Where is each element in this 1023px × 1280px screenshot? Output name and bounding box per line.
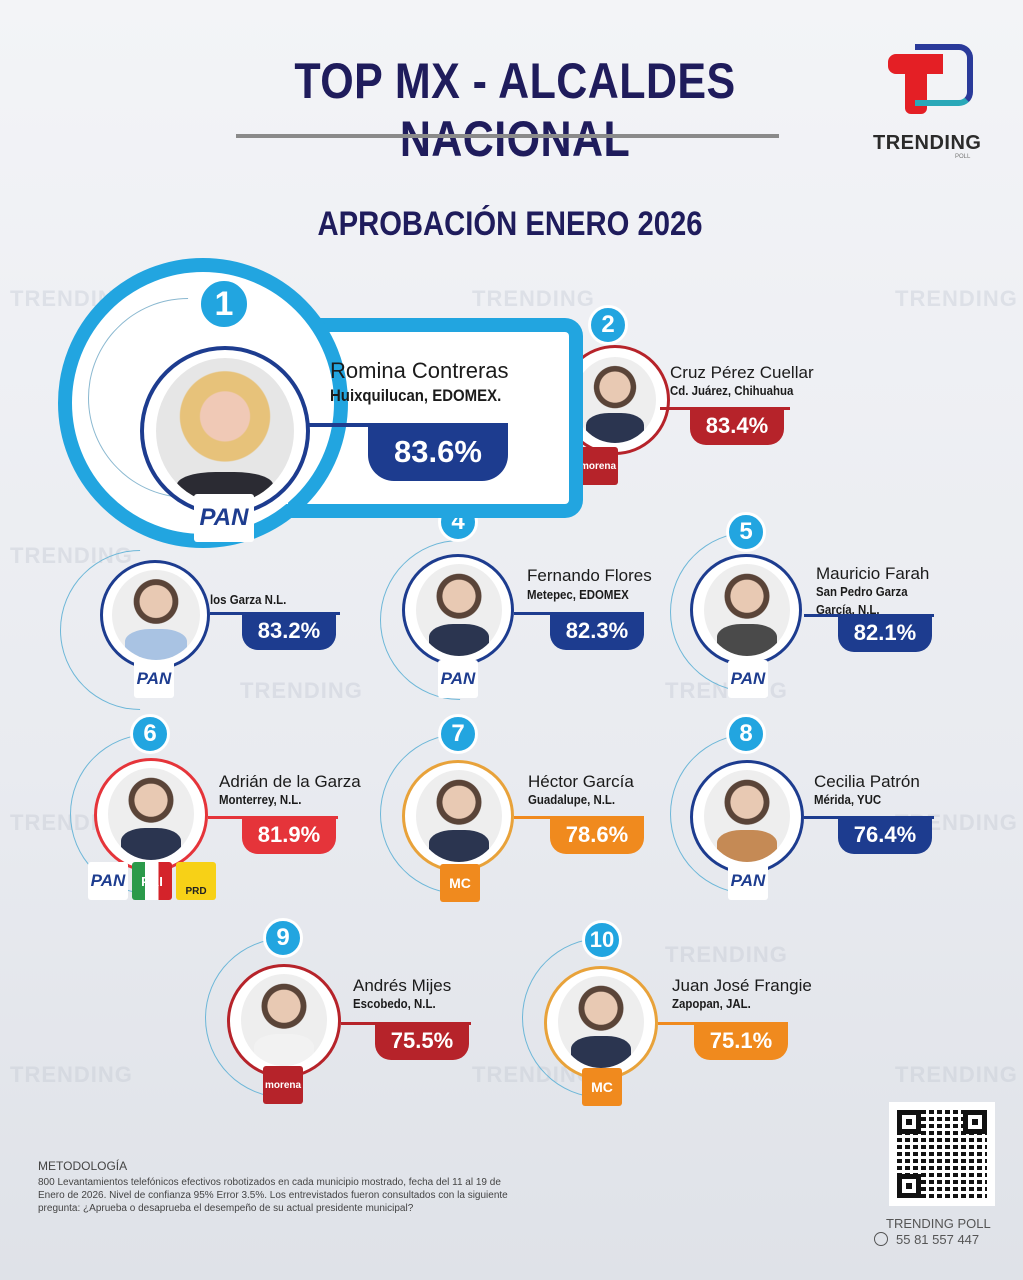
- footer-phone: 55 81 557 447: [874, 1232, 979, 1247]
- candidate-name: Cecilia Patrón: [814, 772, 920, 791]
- approval-badge: 78.6%: [550, 816, 644, 854]
- candidate-location: Metepec, EDOMEX: [527, 587, 629, 602]
- party-logo-pan: PAN: [728, 862, 768, 900]
- candidate-photo: [704, 564, 790, 656]
- approval-badge: 82.3%: [550, 612, 644, 650]
- candidate-name: Juan José Frangie: [672, 976, 812, 995]
- watermark: TRENDING: [895, 286, 1018, 311]
- candidate-name: Cruz Pérez Cuellar: [670, 363, 814, 382]
- approval-badge: 81.9%: [242, 816, 336, 854]
- rank-badge: 10: [582, 920, 622, 960]
- candidate-photo: [558, 976, 644, 1068]
- candidate-location-line2: García, N.L.: [816, 602, 880, 617]
- watermark: TRENDING: [895, 1062, 1018, 1087]
- qr-code[interactable]: [889, 1102, 995, 1206]
- candidate-location: Zapopan, JAL.: [672, 996, 751, 1011]
- candidate-photo: [112, 570, 200, 660]
- party-logo-morena: morena: [263, 1066, 303, 1104]
- candidate-name: Fernando Flores: [527, 566, 652, 585]
- candidate-name: Adrián de la Garza: [219, 772, 361, 791]
- candidate-photo: [416, 770, 502, 862]
- approval-badge: 83.6%: [368, 423, 508, 481]
- watermark: TRENDING: [665, 942, 788, 967]
- candidate-name: Mauricio Farah: [816, 564, 930, 583]
- party-logo-pan: PAN: [194, 494, 254, 542]
- logo-text: TRENDING: [873, 132, 982, 154]
- phone-number: 55 81 557 447: [896, 1232, 980, 1247]
- party-logo-pan: PAN: [728, 660, 768, 698]
- page-subtitle: APROBACIÓN ENERO 2026: [317, 205, 703, 243]
- party-logo-pan: PAN: [134, 660, 174, 698]
- approval-badge: 75.5%: [375, 1022, 469, 1060]
- rank-badge: 2: [588, 305, 628, 345]
- party-logo-pri: PRI: [132, 862, 172, 900]
- approval-badge: 82.1%: [838, 614, 932, 652]
- rank-badge: 7: [438, 714, 478, 754]
- candidate-location: Mérida, YUC: [814, 792, 882, 807]
- party-logo-pan: PAN: [88, 862, 128, 900]
- footer-brand: TRENDING POLL: [886, 1216, 991, 1231]
- watermark: TRENDING: [472, 286, 595, 311]
- approval-badge: 76.4%: [838, 816, 932, 854]
- candidate-photo: [574, 357, 656, 443]
- candidate-photo: [108, 768, 194, 860]
- candidate-name: Romina Contreras: [330, 358, 509, 383]
- watermark: TRENDING: [240, 678, 363, 703]
- rank-badge: 6: [130, 714, 170, 754]
- candidate-photo: [156, 358, 294, 504]
- candidate-location: San Pedro Garza: [816, 584, 908, 599]
- rank-badge: 5: [726, 512, 766, 552]
- trending-poll-logo: TRENDING POLL: [873, 44, 995, 164]
- approval-badge: 83.2%: [242, 612, 336, 650]
- candidate-location: Escobedo, N.L.: [353, 996, 436, 1011]
- candidate-name: Andrés Mijes: [353, 976, 452, 995]
- rank-badge: 9: [263, 918, 303, 958]
- candidate-location: Huixquilucan, EDOMEX.: [330, 386, 502, 405]
- methodology-title: METODOLOGÍA: [38, 1159, 128, 1173]
- page-title: TOP MX - ALCALDES NACIONAL: [294, 53, 736, 167]
- party-logo-mc: MC: [582, 1068, 622, 1106]
- party-logo-morena: morena: [578, 447, 618, 485]
- candidate-location: Guadalupe, N.L.: [528, 792, 616, 807]
- party-logo-prd: PRD: [176, 862, 216, 900]
- candidate-location: los Garza N.L.: [210, 592, 287, 607]
- rank-badge: 8: [726, 714, 766, 754]
- divider: [236, 134, 779, 138]
- approval-badge: 75.1%: [694, 1022, 788, 1060]
- candidate-name: Héctor García: [528, 772, 634, 791]
- candidate-photo: [416, 564, 502, 656]
- candidate-location: Monterrey, N.L.: [219, 792, 302, 807]
- candidate-photo: [704, 770, 790, 862]
- candidate-location: Cd. Juárez, Chihuahua: [670, 383, 794, 398]
- party-logo-pan: PAN: [438, 660, 478, 698]
- watermark: TRENDING: [10, 543, 133, 568]
- approval-badge: 83.4%: [690, 407, 784, 445]
- logo-subtext: POLL: [955, 154, 971, 160]
- methodology-text: 800 Levantamientos telefónicos efectivos…: [38, 1177, 508, 1214]
- candidate-photo: [241, 974, 327, 1066]
- party-logo-mc: MC: [440, 864, 480, 902]
- featured-card-1: 1 PAN Romina Contreras Huixquilucan, EDO…: [46, 256, 583, 548]
- watermark: TRENDING: [10, 1062, 133, 1087]
- whatsapp-icon: [874, 1232, 888, 1246]
- logo-speech-bubble-icon: [915, 44, 973, 106]
- rank-badge: 1: [198, 278, 250, 330]
